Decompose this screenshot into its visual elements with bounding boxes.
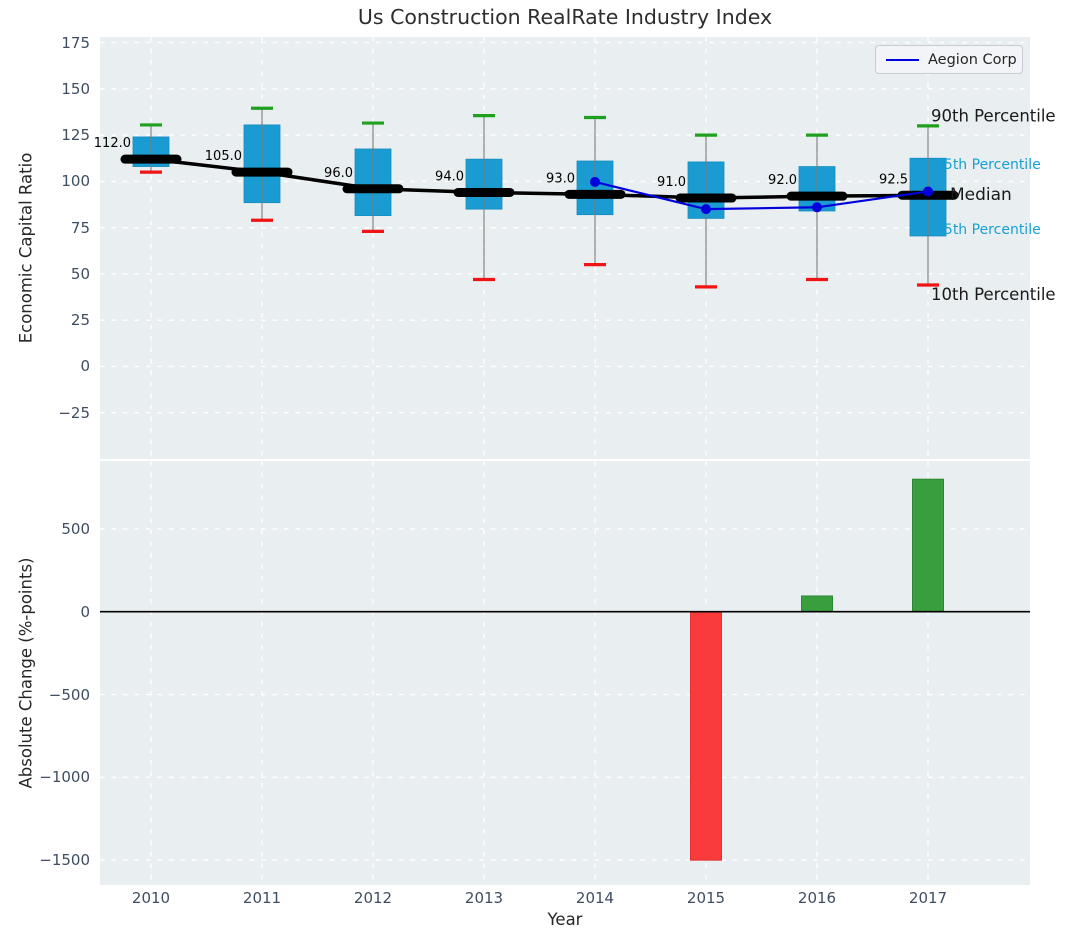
x-tick-label: 2013 [464,889,504,907]
company-point-2015 [701,204,711,215]
bottom-y-tick-label: −500 [48,685,90,704]
top-y-tick-label: 50 [70,264,90,283]
top-axes-boxplot: 112.0 105.0 96.0 94.0 93.0 91.0 92.0 92.5 90th P… [94,37,1056,459]
bottom-y-axis-label: Absolute Change (%-points) [16,557,36,789]
median-value-label-2011: 105.0 [205,149,242,164]
median-value-label-2013: 94.0 [435,169,464,184]
chart-title: Us Construction RealRate Industry Index [357,5,773,29]
x-tick-label: 2017 [908,889,948,907]
median-value-label-2017: 92.5 [879,172,908,187]
median-value-label-2014: 93.0 [546,171,575,186]
top-y-tick-label: 175 [61,33,90,52]
bottom-y-tick-label: 500 [61,519,90,538]
median-value-label-2016: 92.0 [768,173,797,188]
bar-2017 [912,478,944,613]
bottom-axes-barchart [100,461,1030,885]
bar-2015 [690,611,722,861]
bottom-y-tick-label: −1000 [39,768,90,787]
company-point-2017 [923,186,933,197]
x-tick-label: 2010 [131,889,171,907]
annotation-p90: 90th Percentile [931,107,1056,126]
x-tick-label: 2011 [242,889,282,907]
company-point-2014 [590,176,600,187]
annotation-p25: 25th Percentile [935,222,1041,238]
top-y-tick-label: 0 [80,357,90,376]
x-tick-label: 2015 [686,889,726,907]
x-axis-label: Year [547,910,583,929]
bar-2016 [801,595,833,613]
median-value-label-2010: 112.0 [94,136,131,151]
top-y-tick-label: 150 [61,79,90,98]
median-value-label-2015: 91.0 [657,175,686,190]
annotation-p10: 10th Percentile [931,285,1056,304]
annotation-p75: 75th Percentile [935,157,1041,173]
top-y-tick-label: −25 [58,403,90,422]
bottom-y-tick-label: 0 [80,602,90,621]
company-line [594,180,929,211]
x-tick-label: 2016 [797,889,837,907]
company-point-2016 [812,202,822,213]
annotation-median: Median [950,185,1012,205]
top-y-tick-label: 125 [61,126,90,145]
x-tick-label: 2012 [353,889,393,907]
legend-label: Aegion Corp [928,51,1017,68]
bottom-y-tick-label: −1500 [39,851,90,870]
top-y-tick-label: 100 [61,172,90,191]
top-y-tick-label: 75 [70,218,90,237]
x-tick-label: 2014 [575,889,615,907]
legend: Aegion Corp [875,45,1023,74]
top-y-tick-label: 25 [70,311,90,330]
median-value-label-2012: 96.0 [324,166,353,181]
legend-line-sample [886,58,919,61]
